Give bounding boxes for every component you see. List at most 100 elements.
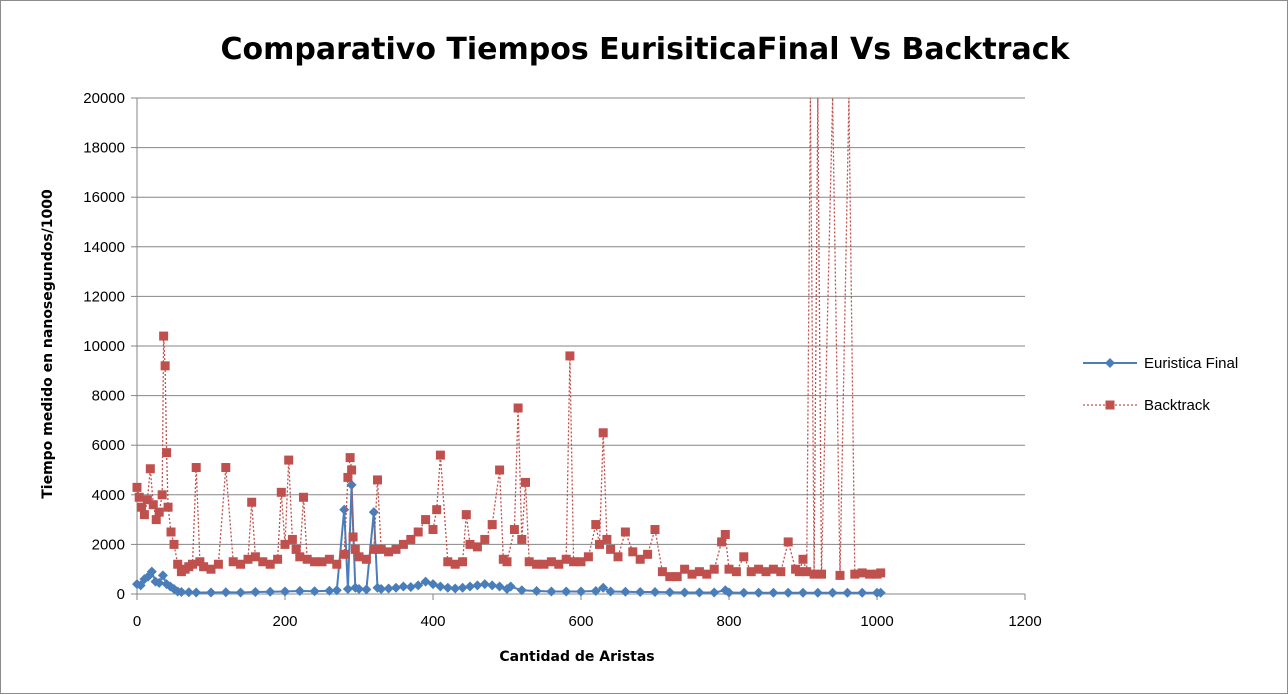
data-point [458, 557, 468, 567]
data-point [628, 547, 638, 557]
data-point [310, 557, 320, 567]
data-point [213, 559, 223, 569]
data-point [361, 584, 372, 595]
data-point [384, 547, 394, 557]
data-point [502, 557, 512, 567]
data-point [369, 544, 379, 554]
data-point [376, 584, 387, 595]
data-point [324, 585, 335, 596]
data-point [761, 567, 771, 577]
data-point [243, 554, 253, 564]
data-point [421, 515, 431, 525]
data-point [809, 569, 819, 579]
data-point [284, 455, 294, 465]
data-point [235, 587, 246, 598]
data-point [383, 583, 394, 594]
data-point [876, 568, 886, 578]
legend-marker [1105, 358, 1115, 368]
data-point [724, 587, 734, 598]
data-point [516, 585, 527, 596]
data-point [442, 582, 453, 593]
data-point [405, 582, 416, 593]
data-point [151, 515, 161, 525]
data-point [136, 502, 146, 512]
data-point [317, 557, 327, 567]
data-point [157, 490, 167, 500]
data-point [145, 464, 155, 474]
data-point [457, 582, 468, 593]
data-point [835, 570, 845, 580]
data-point [598, 428, 608, 438]
data-point [717, 537, 727, 547]
data-point [865, 569, 875, 579]
data-point [720, 529, 730, 539]
data-point [569, 557, 579, 567]
data-point [554, 559, 564, 569]
data-point [432, 505, 442, 515]
data-point [620, 527, 630, 537]
data-point [280, 539, 290, 549]
series-backtrack [132, 97, 886, 582]
data-point [302, 554, 312, 564]
x-tick-label: 800 [716, 613, 741, 630]
data-point [517, 534, 527, 544]
data-point [702, 569, 712, 579]
data-point [505, 581, 516, 592]
data-point [132, 482, 142, 492]
data-point [373, 475, 382, 485]
data-point [794, 567, 804, 577]
data-point [694, 567, 704, 577]
data-point [687, 569, 697, 579]
data-point [472, 542, 482, 552]
data-point [605, 586, 616, 597]
data-point [479, 579, 490, 590]
x-tick-label: 200 [272, 613, 297, 630]
data-point [709, 564, 719, 574]
data-point [857, 587, 868, 598]
data-point [142, 495, 152, 505]
data-point [183, 587, 194, 598]
y-tick-label: 8000 [92, 388, 125, 405]
data-point [273, 554, 283, 564]
y-axis-ticks: 0 2000 4000 6000 8000 10000 12000 14000 16000 180… [83, 90, 125, 603]
y-tick-label: 0 [117, 586, 125, 603]
data-point [739, 552, 749, 562]
chart-title: Comparativo Tiempos EurisiticaFinal Vs B… [221, 32, 1071, 67]
series-euristica-final [132, 479, 886, 598]
data-point [665, 572, 675, 582]
y-tick-label: 18000 [83, 140, 125, 157]
data-point [398, 539, 408, 549]
data-point [812, 587, 823, 598]
data-point [428, 525, 438, 535]
data-point [532, 559, 542, 569]
data-point [350, 544, 360, 554]
data-point [680, 564, 690, 574]
data-point [331, 585, 342, 596]
data-point [546, 557, 556, 567]
y-tick-label: 10000 [83, 338, 125, 355]
data-point [746, 567, 756, 577]
data-point [591, 520, 601, 530]
data-point [650, 587, 660, 598]
data-point [472, 580, 483, 591]
data-point [709, 587, 720, 598]
data-point [247, 497, 257, 507]
data-point [134, 492, 144, 502]
y-tick-label: 20000 [83, 90, 125, 107]
data-point [798, 554, 808, 564]
data-point [827, 587, 838, 598]
data-point [154, 507, 164, 517]
x-tick-label: 1200 [1008, 613, 1041, 630]
data-point [166, 527, 176, 537]
data-point [280, 586, 290, 597]
data-point [606, 544, 616, 554]
x-axis-title: Cantidad de Aristas [499, 649, 654, 665]
legend-label: Euristica Final [1144, 355, 1238, 372]
data-point [565, 351, 575, 361]
data-point [783, 537, 793, 547]
y-tick-label: 16000 [83, 189, 125, 206]
data-point [465, 539, 475, 549]
data-point [643, 549, 653, 559]
data-point [613, 552, 623, 562]
legend: Euristica Final Backtrack [1083, 355, 1238, 414]
